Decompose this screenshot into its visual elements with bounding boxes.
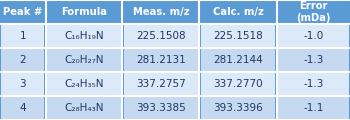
FancyBboxPatch shape [47, 24, 121, 48]
Text: 3: 3 [20, 79, 26, 89]
Text: -1.0: -1.0 [303, 31, 323, 41]
FancyBboxPatch shape [1, 24, 44, 48]
Text: C₁₆H₁₉N: C₁₆H₁₉N [64, 31, 104, 41]
FancyBboxPatch shape [124, 72, 198, 96]
FancyBboxPatch shape [278, 24, 349, 48]
Text: C₂₀H₂₇N: C₂₀H₂₇N [64, 55, 104, 65]
FancyBboxPatch shape [201, 24, 275, 48]
FancyBboxPatch shape [1, 96, 44, 120]
FancyBboxPatch shape [278, 0, 349, 24]
Text: Formula: Formula [61, 7, 107, 17]
Text: 337.2770: 337.2770 [213, 79, 263, 89]
Text: 225.1518: 225.1518 [213, 31, 263, 41]
Text: 225.1508: 225.1508 [136, 31, 186, 41]
FancyBboxPatch shape [124, 48, 198, 72]
FancyBboxPatch shape [278, 72, 349, 96]
FancyBboxPatch shape [124, 0, 198, 24]
FancyBboxPatch shape [47, 0, 121, 24]
Text: Peak #: Peak # [3, 7, 42, 17]
Text: -1.1: -1.1 [303, 103, 323, 113]
Text: 337.2757: 337.2757 [136, 79, 186, 89]
Text: Error
(mDa): Error (mDa) [296, 1, 330, 23]
Text: C₂₈H₄₃N: C₂₈H₄₃N [64, 103, 104, 113]
Text: 281.2144: 281.2144 [213, 55, 263, 65]
FancyBboxPatch shape [47, 96, 121, 120]
FancyBboxPatch shape [1, 0, 44, 24]
FancyBboxPatch shape [201, 48, 275, 72]
Text: Meas. m/z: Meas. m/z [133, 7, 189, 17]
Text: 1: 1 [20, 31, 26, 41]
Text: 4: 4 [20, 103, 26, 113]
Text: -1.3: -1.3 [303, 55, 323, 65]
Text: C₂₄H₃₅N: C₂₄H₃₅N [64, 79, 104, 89]
Text: 393.3396: 393.3396 [213, 103, 263, 113]
FancyBboxPatch shape [201, 96, 275, 120]
FancyBboxPatch shape [1, 48, 44, 72]
FancyBboxPatch shape [47, 48, 121, 72]
Text: Calc. m/z: Calc. m/z [212, 7, 264, 17]
Text: 393.3385: 393.3385 [136, 103, 186, 113]
FancyBboxPatch shape [47, 72, 121, 96]
FancyBboxPatch shape [124, 96, 198, 120]
FancyBboxPatch shape [278, 96, 349, 120]
FancyBboxPatch shape [278, 48, 349, 72]
Text: 2: 2 [20, 55, 26, 65]
FancyBboxPatch shape [201, 72, 275, 96]
FancyBboxPatch shape [1, 72, 44, 96]
FancyBboxPatch shape [124, 24, 198, 48]
Text: -1.3: -1.3 [303, 79, 323, 89]
FancyBboxPatch shape [201, 0, 275, 24]
Text: 281.2131: 281.2131 [136, 55, 186, 65]
